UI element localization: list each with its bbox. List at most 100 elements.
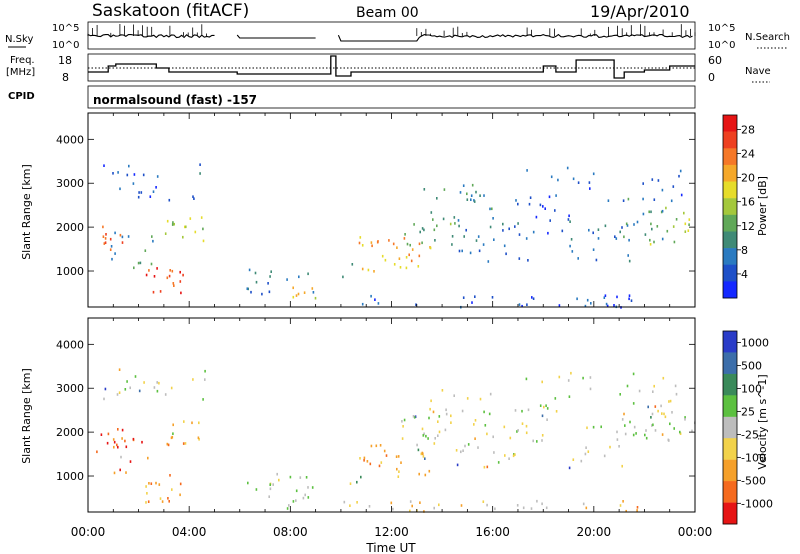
scatter-cell <box>121 241 124 244</box>
scatter-cell <box>459 191 462 194</box>
scatter-cell <box>580 459 583 463</box>
velocity-y-ticks: 1000 2000 3000 4000 <box>56 338 695 483</box>
scatter-cell <box>572 458 575 461</box>
scatter-cell <box>673 240 676 244</box>
scatter-cell <box>525 377 528 381</box>
scatter-cell <box>396 246 398 249</box>
scatter-cell <box>491 296 494 299</box>
scatter-cell <box>539 404 542 407</box>
scatter-cell <box>366 460 369 463</box>
scatter-cell <box>483 465 486 469</box>
scatter-cell <box>483 410 485 414</box>
station-title: Saskatoon (fitACF) <box>92 1 249 21</box>
scatter-cell <box>652 390 654 393</box>
scatter-cell <box>413 416 416 419</box>
scatter-cell <box>269 487 272 491</box>
scatter-cell <box>514 225 516 228</box>
velocity-colorbar-label: Velocity [m s^-1] <box>756 374 769 469</box>
scatter-cell <box>182 273 184 277</box>
scatter-cell <box>124 439 126 443</box>
scatter-cell <box>589 387 592 391</box>
scatter-cell <box>445 408 447 412</box>
power-frame <box>87 112 696 308</box>
scatter-cell <box>474 437 476 440</box>
scatter-cell <box>307 272 309 276</box>
scatter-cell <box>616 438 619 441</box>
y-tick-label: 2000 <box>56 221 84 234</box>
colorbar-tick-label: -1000 <box>741 497 773 510</box>
scatter-cell <box>572 177 575 181</box>
scatter-cell <box>167 497 169 500</box>
scatter-cell <box>455 449 458 452</box>
scatter-cell <box>421 241 423 245</box>
scatter-cell <box>615 237 618 240</box>
scatter-cell <box>428 416 430 420</box>
nsearch-label: N.Search <box>745 32 790 43</box>
scatter-cell <box>173 284 175 287</box>
scatter-cell <box>395 455 398 458</box>
y-tick-label: 3000 <box>56 382 84 395</box>
colorbar-tick-label: -500 <box>741 474 766 487</box>
scatter-cell <box>204 378 206 381</box>
scatter-cell <box>351 263 354 266</box>
scatter-cell <box>518 257 521 260</box>
scatter-cell <box>584 452 587 456</box>
scatter-cell <box>368 505 371 508</box>
scatter-cell <box>269 275 271 278</box>
scatter-cell <box>645 429 647 432</box>
scatter-cell <box>679 432 682 435</box>
scatter-cell <box>438 503 440 507</box>
scatter-cell <box>526 169 528 172</box>
colorbar-frame <box>722 114 738 299</box>
scatter-cell <box>489 207 491 211</box>
scatter-cell <box>202 227 204 231</box>
scatter-cell <box>532 297 535 300</box>
y-tick-label: 4000 <box>56 133 84 146</box>
scatter-cell <box>183 420 185 423</box>
scatter-cell <box>255 488 258 491</box>
scatter-cell <box>269 483 271 486</box>
scatter-cell <box>375 444 378 448</box>
scatter-cell <box>486 432 488 436</box>
scatter-cell <box>247 287 249 291</box>
scatter-cell <box>159 290 162 293</box>
scatter-cell <box>691 429 693 433</box>
scatter-cell <box>680 193 683 197</box>
scatter-cell <box>650 416 652 419</box>
scatter-cell <box>528 202 531 206</box>
scatter-cell <box>148 482 150 485</box>
scatter-cell <box>302 496 305 500</box>
y-tick-label: 3000 <box>56 177 84 190</box>
scatter-cell <box>441 389 444 392</box>
nsearch-tick-top: 10^5 <box>708 23 735 34</box>
scatter-cell <box>152 239 154 243</box>
scatter-cell <box>119 468 121 472</box>
scatter-cell <box>411 248 414 251</box>
scatter-cell <box>112 172 114 175</box>
scatter-cell <box>171 435 174 439</box>
cpid-strip: CPID normalsound (fast) -157 <box>8 85 696 109</box>
scatter-cell <box>363 459 365 462</box>
scatter-cell <box>456 463 459 467</box>
scatter-cell <box>595 258 598 262</box>
scatter-cell <box>182 235 184 239</box>
scatter-cell <box>543 405 545 409</box>
scatter-cell <box>539 203 542 207</box>
scatter-cell <box>152 190 155 193</box>
scatter-cell <box>96 450 98 454</box>
scatter-cell <box>299 476 302 479</box>
scatter-cell <box>478 249 481 253</box>
scatter-cell <box>421 227 424 230</box>
scatter-cell <box>185 225 187 229</box>
scatter-cell <box>509 436 512 440</box>
scatter-cell <box>678 174 680 178</box>
scatter-cell <box>600 425 602 429</box>
scatter-cell <box>548 195 551 199</box>
scatter-cell <box>607 199 610 202</box>
scatter-cell <box>304 493 306 497</box>
scatter-cell <box>628 238 630 242</box>
scatter-cell <box>421 451 424 455</box>
scatter-cell <box>159 497 162 500</box>
scatter-cell <box>558 375 561 379</box>
scatter-cell <box>113 445 115 449</box>
